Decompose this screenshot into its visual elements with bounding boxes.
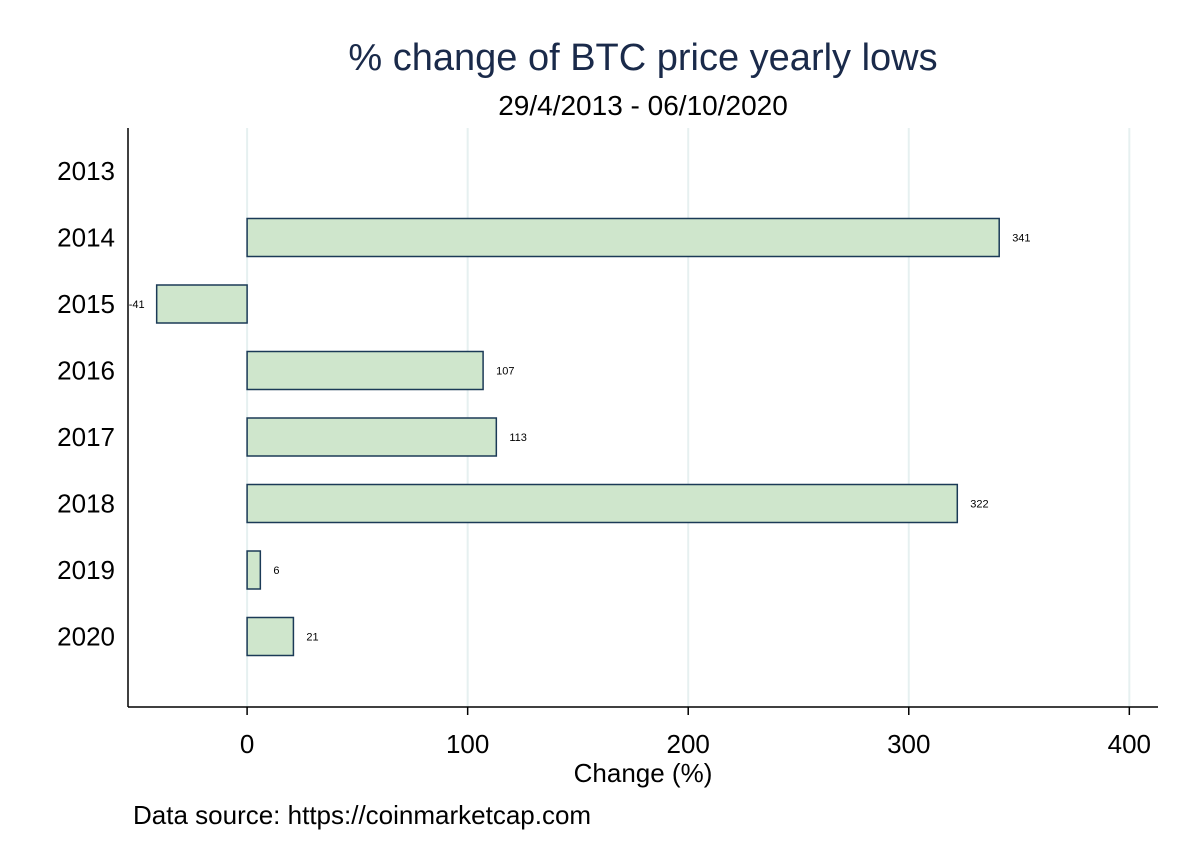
y-tick-label-2019: 2019: [57, 555, 115, 585]
bar-2017: [246, 417, 498, 457]
bar-2019: [246, 550, 262, 590]
y-tick-label-2015: 2015: [57, 289, 115, 319]
x-tick-label-300: 300: [887, 729, 930, 759]
x-tick-label-0: 0: [240, 729, 254, 759]
y-tick-label-2018: 2018: [57, 489, 115, 519]
bar-2015: [155, 284, 248, 324]
data-label-2018: 322: [970, 499, 988, 511]
y-tick-labels: 2013 2014 2015 2016 2017 2018 2019 2020: [57, 156, 115, 652]
chart-subtitle: 29/4/2013 - 06/10/2020: [498, 90, 788, 121]
y-tick-label-2016: 2016: [57, 356, 115, 386]
x-tick-label-400: 400: [1108, 729, 1151, 759]
axes: [127, 128, 1158, 708]
data-label-2020: 21: [306, 632, 318, 644]
bar-2016: [246, 350, 484, 391]
x-tick-label-100: 100: [446, 729, 489, 759]
data-label-2015: -41: [129, 299, 145, 311]
chart-title: % change of BTC price yearly lows: [348, 37, 937, 79]
y-tick-label-2014: 2014: [57, 223, 115, 253]
bar-2020: [246, 616, 295, 657]
x-axis-label: Change (%): [574, 758, 713, 788]
x-tick-label-200: 200: [667, 729, 710, 759]
y-tick-label-2017: 2017: [57, 422, 115, 452]
y-tick-label-2020: 2020: [57, 622, 115, 652]
bar-2014: [246, 217, 1000, 258]
y-tick-label-2013: 2013: [57, 156, 115, 186]
data-label-2017: 113: [509, 432, 527, 444]
data-label-2014: 341: [1012, 233, 1030, 245]
data-label-2019: 6: [273, 565, 279, 577]
bars: [155, 217, 1000, 657]
bar-2018: [246, 483, 959, 524]
data-source-note: Data source: https://coinmarketcap.com: [133, 800, 591, 830]
x-tick-labels: 0 100 200 300 400: [240, 707, 1151, 759]
data-labels: 341 -41 107 113 322 6 21: [129, 233, 1031, 644]
data-label-2016: 107: [496, 366, 514, 378]
